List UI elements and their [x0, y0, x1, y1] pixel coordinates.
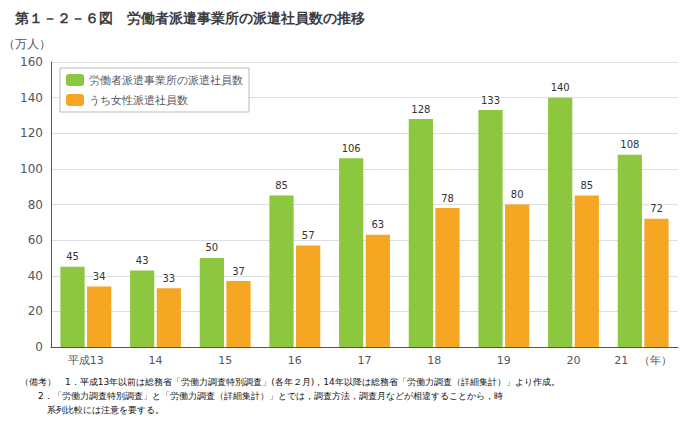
svg-text:（備考） 1．平成13年以前は総務省「労働力調査特別調査」(: （備考） 1．平成13年以前は総務省「労働力調査特別調査」(各年２月)，14年以…: [20, 377, 560, 387]
svg-text:57: 57: [302, 230, 315, 241]
svg-text:106: 106: [342, 143, 361, 154]
svg-text:19: 19: [497, 354, 511, 367]
svg-text:40: 40: [28, 269, 43, 283]
svg-text:140: 140: [551, 82, 570, 93]
svg-text:34: 34: [93, 271, 106, 282]
svg-text:18: 18: [427, 354, 441, 367]
svg-text:60: 60: [28, 233, 43, 247]
svg-text:133: 133: [481, 95, 500, 106]
svg-text:37: 37: [232, 266, 245, 277]
svg-text:120: 120: [20, 126, 43, 140]
svg-text:140: 140: [20, 91, 43, 105]
svg-text:21 （年）: 21 （年）: [614, 354, 672, 367]
svg-text:85: 85: [275, 180, 288, 191]
svg-text:85: 85: [580, 180, 593, 191]
svg-text:63: 63: [371, 219, 384, 230]
svg-text:45: 45: [66, 251, 79, 262]
svg-text:第１－２－６図 労働者派遣事業所の派遣社員数の推移: 第１－２－６図 労働者派遣事業所の派遣社員数の推移: [14, 10, 365, 26]
svg-text:78: 78: [441, 193, 454, 204]
svg-text:系列比較には注意を要する。: 系列比較には注意を要する。: [20, 405, 164, 415]
svg-text:15: 15: [218, 354, 232, 367]
svg-text:43: 43: [136, 255, 149, 266]
svg-text:50: 50: [205, 242, 218, 253]
svg-text:労働者派遣事業所の派遣社員数: 労働者派遣事業所の派遣社員数: [89, 74, 243, 87]
svg-text:16: 16: [288, 354, 302, 367]
svg-text:14: 14: [149, 354, 163, 367]
svg-text:17: 17: [358, 354, 372, 367]
svg-text:33: 33: [162, 273, 175, 284]
svg-text:20: 20: [28, 304, 43, 318]
svg-text:20: 20: [567, 354, 581, 367]
svg-text:80: 80: [511, 189, 524, 200]
svg-text:うち女性派遣社員数: うち女性派遣社員数: [89, 94, 188, 107]
svg-text:（万人）: （万人）: [3, 37, 51, 51]
svg-text:2．「労働力調査特別調査」と「労働力調査（詳細集計）」とでは: 2．「労働力調査特別調査」と「労働力調査（詳細集計）」とでは，調査方法，調査月な…: [20, 391, 503, 401]
svg-text:160: 160: [20, 55, 43, 69]
svg-text:80: 80: [28, 198, 43, 212]
svg-text:0: 0: [35, 340, 43, 354]
svg-text:平成13: 平成13: [68, 354, 104, 367]
svg-text:108: 108: [620, 139, 639, 150]
svg-text:128: 128: [411, 104, 430, 115]
svg-text:100: 100: [20, 162, 43, 176]
svg-text:72: 72: [650, 203, 663, 214]
